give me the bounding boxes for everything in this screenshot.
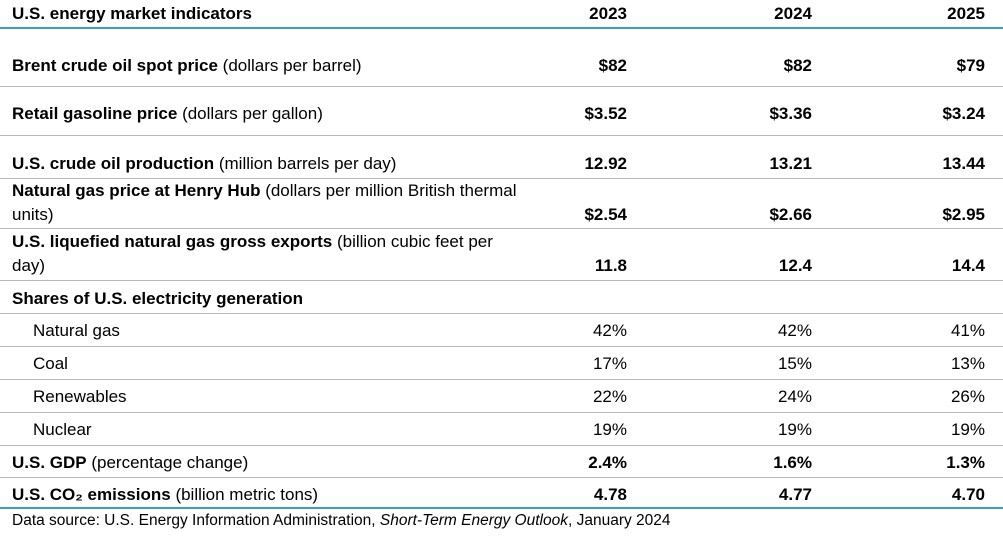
table-row-gasoline: Retail gasoline price (dollars per gallo…: [0, 102, 1003, 126]
cell-2025: 1.3%: [946, 453, 985, 472]
header-rule: [0, 27, 1003, 29]
table-row-coal-share: Coal 17% 15% 13%: [0, 352, 1003, 376]
cell-2025: 13.44: [942, 154, 985, 173]
cell-2023: 19%: [592, 420, 627, 439]
source-suffix: , January 2024: [567, 512, 671, 529]
table-row-nuclear-share: Nuclear 19% 19% 19%: [0, 418, 1003, 442]
table-row-gdp: U.S. GDP (percentage change) 2.4% 1.6% 1…: [0, 451, 1003, 475]
cell-2023: 17%: [592, 354, 627, 373]
cell-2024: 4.77: [778, 485, 812, 504]
cell-2025: 41%: [950, 321, 985, 340]
row-label: Nuclear: [33, 420, 92, 439]
row-label-unit: (dollars per gallon): [177, 104, 323, 123]
row-label-main: U.S. crude oil production: [12, 154, 215, 173]
row-divider: [0, 346, 1003, 347]
row-label-main: Natural gas price at Henry Hub: [12, 181, 261, 200]
cell-2023: 4.78: [593, 485, 627, 504]
row-divider: [0, 280, 1003, 281]
cell-2023: 11.8: [594, 256, 627, 275]
table-header-row: U.S. energy market indicators 2023 2024 …: [0, 2, 1003, 26]
table-row-brent: Brent crude oil spot price (dollars per …: [0, 54, 1003, 78]
row-divider: [0, 135, 1003, 136]
cell-2025: $3.24: [942, 104, 985, 123]
cell-2023: $2.54: [584, 205, 627, 224]
cell-2023: 12.92: [584, 154, 627, 173]
row-label-main: Shares of U.S. electricity generation: [12, 289, 303, 308]
cell-2024: 24%: [777, 387, 812, 406]
cell-2023: 2.4%: [588, 453, 627, 472]
row-label-unit: (million barrels per day): [214, 154, 397, 173]
row-label: Retail gasoline price (dollars per gallo…: [12, 102, 552, 126]
table-row-henry-hub: Natural gas price at Henry Hub (dollars …: [0, 179, 1003, 227]
row-label: U.S. CO₂ emissions (billion metric tons): [12, 483, 552, 507]
table-row-lng-exports: U.S. liquefied natural gas gross exports…: [0, 230, 1003, 278]
table-row-crude-production: U.S. crude oil production (million barre…: [0, 152, 1003, 176]
footer-rule: [0, 507, 1003, 509]
cell-2025: 4.70: [951, 485, 985, 504]
row-divider: [0, 86, 1003, 87]
cell-2024: $82: [783, 56, 812, 75]
row-divider: [0, 379, 1003, 380]
data-source-note: Data source: U.S. Energy Information Adm…: [12, 510, 671, 532]
table-section-electricity-shares: Shares of U.S. electricity generation: [0, 287, 1003, 311]
cell-2024: 13.21: [769, 154, 812, 173]
row-label: U.S. GDP (percentage change): [12, 451, 552, 475]
row-label-main: U.S. GDP: [12, 453, 87, 472]
cell-2025: $79: [956, 56, 985, 75]
row-label-unit: (billion cubic feet per day): [12, 232, 493, 275]
row-label-unit: (billion metric tons): [170, 485, 319, 504]
source-prefix: Data source: U.S. Energy Information Adm…: [12, 512, 380, 529]
cell-2024: 19%: [777, 420, 812, 439]
table-row-natural-gas-share: Natural gas 42% 42% 41%: [0, 319, 1003, 343]
cell-2023: 42%: [592, 321, 627, 340]
row-divider: [0, 412, 1003, 413]
source-publication: Short-Term Energy Outlook: [379, 512, 568, 529]
row-label: U.S. liquefied natural gas gross exports…: [12, 230, 522, 278]
row-divider: [0, 228, 1003, 229]
column-header-2025: 2025: [947, 4, 985, 23]
cell-2024: 15%: [777, 354, 812, 373]
row-label: U.S. crude oil production (million barre…: [12, 152, 552, 176]
cell-2025: 19%: [950, 420, 985, 439]
cell-2024: 42%: [777, 321, 812, 340]
row-label-unit: (dollars per barrel): [217, 56, 362, 75]
row-label-unit: (percentage change): [86, 453, 249, 472]
cell-2024: 12.4: [778, 256, 812, 275]
cell-2024: 1.6%: [773, 453, 812, 472]
row-label: Natural gas: [33, 321, 120, 340]
row-label: Natural gas price at Henry Hub (dollars …: [12, 179, 532, 227]
cell-2025: $2.95: [942, 205, 985, 224]
column-header-2024: 2024: [774, 4, 812, 23]
column-header-2023: 2023: [589, 4, 627, 23]
row-label-main: Retail gasoline price: [12, 104, 178, 123]
row-divider: [0, 178, 1003, 179]
cell-2025: 14.4: [951, 256, 985, 275]
cell-2024: $2.66: [769, 205, 812, 224]
row-divider: [0, 477, 1003, 478]
row-label: Coal: [33, 354, 68, 373]
row-label-main: U.S. liquefied natural gas gross exports: [12, 232, 333, 251]
table-row-renewables-share: Renewables 22% 24% 26%: [0, 385, 1003, 409]
table-row-co2-emissions: U.S. CO₂ emissions (billion metric tons)…: [0, 483, 1003, 507]
cell-2025: 13%: [950, 354, 985, 373]
cell-2024: $3.36: [769, 104, 812, 123]
row-divider: [0, 313, 1003, 314]
cell-2023: $3.52: [584, 104, 627, 123]
row-label: Renewables: [33, 387, 127, 406]
row-label-main: Brent crude oil spot price: [12, 56, 218, 75]
cell-2023: 22%: [592, 387, 627, 406]
cell-2023: $82: [598, 56, 627, 75]
row-label-main: U.S. CO₂ emissions: [12, 485, 171, 504]
row-label-unit: (dollars per million British thermal uni…: [12, 181, 517, 224]
cell-2025: 26%: [950, 387, 985, 406]
row-divider: [0, 445, 1003, 446]
section-label: Shares of U.S. electricity generation: [12, 287, 552, 311]
row-label: Brent crude oil spot price (dollars per …: [12, 54, 552, 78]
table-title: U.S. energy market indicators: [12, 4, 252, 23]
